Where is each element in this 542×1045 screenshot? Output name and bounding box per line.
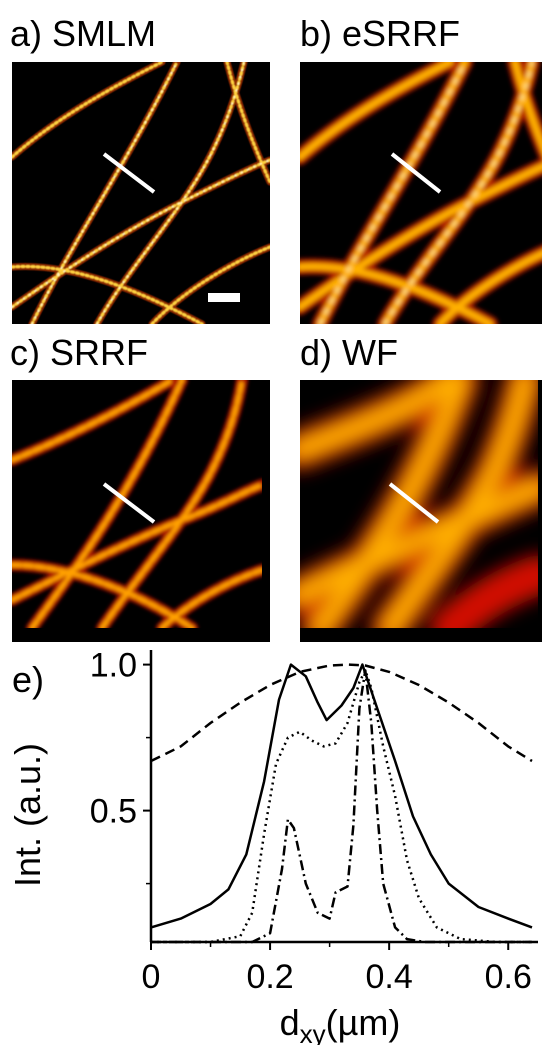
line-profile-marker: [390, 152, 442, 194]
wf-image: [300, 380, 542, 642]
series-line-dotted: [151, 669, 532, 944]
series-line-dashdot: [151, 669, 532, 944]
panel-b-label: b) eSRRF: [300, 13, 461, 54]
esrrf-image: [300, 62, 542, 324]
panel-e-label: e): [12, 659, 44, 700]
panel-c-label: c) SRRF: [10, 332, 148, 373]
srrf-image: [12, 380, 270, 642]
x-tick-label: 0.4: [366, 958, 413, 996]
y-tick-label: 0.5: [90, 793, 137, 831]
x-axis-label: dxy(µm): [280, 1002, 401, 1045]
x-tick-label: 0: [142, 958, 161, 996]
panel-a-label: a) SMLM: [10, 13, 157, 54]
series-line-solid: [150, 663, 533, 929]
y-tick-label: 1.0: [90, 647, 137, 685]
line-profile-plot: e) Int. (a.u.) 0 0.2 0.4 0.6 0.5 1.0 dxy(µm): [7, 647, 538, 1045]
y-axis-label: Int. (a.u.): [7, 743, 48, 887]
x-tick-label: 0.2: [246, 958, 293, 996]
smlm-image: [12, 62, 270, 324]
line-profile-marker: [102, 152, 156, 194]
panel-d-label: d) WF: [300, 332, 398, 373]
series-line-dashed: [150, 663, 533, 763]
line-profile-marker: [102, 482, 156, 524]
x-tick-label: 0.6: [485, 958, 532, 996]
line-profile-marker: [388, 482, 440, 524]
scale-bar: [208, 293, 240, 302]
